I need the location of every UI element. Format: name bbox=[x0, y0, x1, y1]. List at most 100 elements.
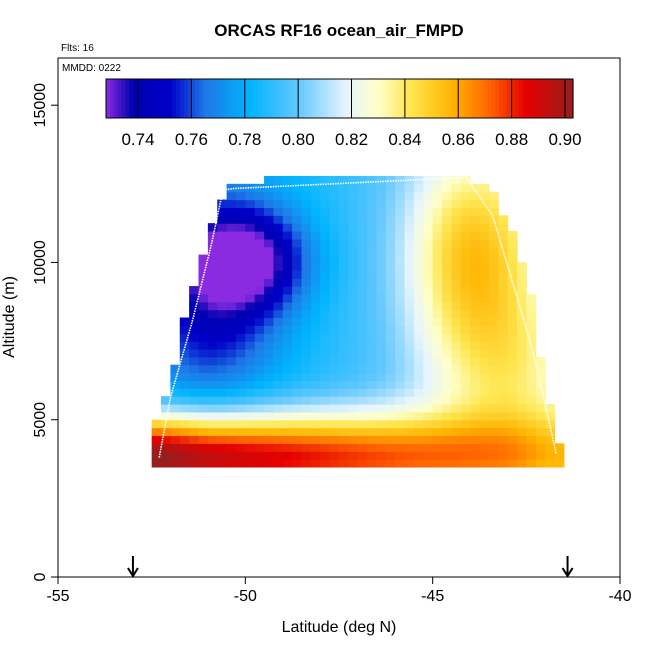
heatmap-cell bbox=[413, 396, 424, 405]
heatmap-cell bbox=[367, 419, 378, 429]
heatmap-cell bbox=[376, 419, 387, 429]
heatmap-cell bbox=[235, 238, 246, 248]
heatmap-cell bbox=[339, 270, 349, 279]
heatmap-cell bbox=[507, 443, 518, 452]
heatmap-cell bbox=[198, 411, 209, 421]
heatmap-cell bbox=[339, 380, 349, 389]
heatmap-cell bbox=[367, 435, 378, 444]
heatmap-cell bbox=[179, 451, 190, 460]
heatmap-cell bbox=[310, 427, 321, 437]
heatmap-cell bbox=[226, 443, 237, 452]
heatmap-cell bbox=[460, 270, 471, 279]
heatmap-cell bbox=[479, 191, 490, 201]
heatmap-cell bbox=[207, 293, 218, 303]
heatmap-cell bbox=[470, 341, 481, 350]
heatmap-cell bbox=[245, 411, 256, 421]
heatmap-cell bbox=[516, 396, 527, 405]
heatmap-cell bbox=[488, 317, 499, 326]
heatmap-cell bbox=[488, 254, 499, 264]
heatmap-cell bbox=[170, 396, 181, 405]
heatmap-cell bbox=[254, 286, 265, 295]
heatmap-cell bbox=[442, 207, 452, 216]
heatmap-cell bbox=[282, 396, 293, 405]
heatmap-cell bbox=[254, 459, 265, 468]
heatmap-cell bbox=[310, 191, 321, 201]
heatmap-cell bbox=[348, 183, 359, 193]
heatmap-cell bbox=[339, 238, 349, 248]
colorbar-segment bbox=[393, 79, 399, 118]
colorbar-segment bbox=[475, 79, 481, 118]
heatmap-cell bbox=[179, 443, 190, 452]
heatmap-cell bbox=[329, 443, 340, 452]
heatmap-cell bbox=[339, 341, 349, 350]
heatmap-cell bbox=[451, 341, 462, 350]
heatmap-cell bbox=[498, 404, 509, 413]
heatmap-cell bbox=[479, 427, 490, 437]
heatmap-cell bbox=[217, 380, 228, 389]
heatmap-cell bbox=[488, 459, 499, 468]
plot-frame bbox=[57, 57, 621, 578]
heatmap-cell bbox=[320, 396, 331, 405]
heatmap-cell bbox=[245, 262, 256, 271]
heatmap-cell bbox=[413, 380, 424, 389]
heatmap-cell bbox=[264, 191, 275, 201]
colorbar-segment bbox=[343, 79, 348, 118]
heatmap-cell bbox=[423, 411, 434, 421]
heatmap-cell bbox=[479, 325, 490, 334]
heatmap-cell bbox=[292, 388, 303, 397]
heatmap-cell bbox=[357, 293, 368, 303]
heatmap-cell bbox=[357, 183, 368, 193]
heatmap-cell bbox=[423, 215, 434, 224]
heatmap-cell bbox=[460, 325, 471, 334]
heatmap-cell bbox=[451, 246, 462, 256]
heatmap-cell bbox=[282, 175, 293, 185]
heatmap-cell bbox=[301, 411, 312, 421]
heatmap-cell bbox=[273, 293, 284, 303]
colorbar-segment bbox=[409, 79, 415, 118]
colorbar-segment bbox=[234, 79, 239, 118]
heatmap-cell bbox=[301, 270, 312, 279]
heatmap-cell bbox=[292, 427, 303, 437]
heatmap-cell bbox=[170, 404, 181, 413]
heatmap-cell bbox=[292, 443, 303, 452]
heatmap-cell bbox=[460, 238, 471, 248]
heatmap-cell bbox=[545, 451, 556, 460]
heatmap-cell bbox=[432, 356, 443, 366]
heatmap-cell bbox=[395, 191, 406, 201]
heatmap-cell bbox=[526, 451, 537, 460]
heatmap-cell bbox=[273, 309, 284, 319]
heatmap-cell bbox=[432, 380, 443, 389]
heatmap-cell bbox=[339, 451, 349, 460]
heatmap-cell bbox=[395, 262, 406, 271]
heatmap-cell bbox=[310, 223, 321, 232]
heatmap-cell bbox=[329, 411, 340, 421]
heatmap-cell bbox=[479, 215, 490, 224]
heatmap-cell bbox=[470, 411, 481, 421]
heatmap-cell bbox=[226, 380, 237, 389]
colorbar-segment bbox=[510, 79, 516, 118]
heatmap-cell bbox=[292, 333, 303, 342]
heatmap-cell bbox=[189, 396, 200, 405]
heatmap-cell bbox=[339, 388, 349, 397]
heatmap-cell bbox=[226, 411, 237, 421]
heatmap-cell bbox=[264, 238, 275, 248]
heatmap-cell bbox=[170, 459, 181, 468]
heatmap-cell bbox=[292, 286, 303, 295]
colorbar-segment bbox=[144, 79, 150, 118]
heatmap-cell bbox=[423, 238, 434, 248]
heatmap-cell bbox=[282, 286, 293, 295]
colorbar-tick-label: 0.80 bbox=[282, 130, 315, 149]
heatmap-cell bbox=[301, 443, 312, 452]
heatmap-cell bbox=[189, 380, 200, 389]
heatmap-cell bbox=[442, 364, 452, 374]
heatmap-cell bbox=[442, 191, 452, 201]
heatmap-cell bbox=[254, 443, 265, 452]
heatmap-cell bbox=[479, 419, 490, 429]
heatmap-cell bbox=[301, 451, 312, 460]
heatmap-cell bbox=[526, 293, 537, 303]
heatmap-cell bbox=[217, 309, 228, 319]
heatmap-cell bbox=[264, 317, 275, 326]
heatmap-cell bbox=[348, 286, 359, 295]
heatmap-cell bbox=[301, 396, 312, 405]
heatmap-cell bbox=[217, 270, 228, 279]
